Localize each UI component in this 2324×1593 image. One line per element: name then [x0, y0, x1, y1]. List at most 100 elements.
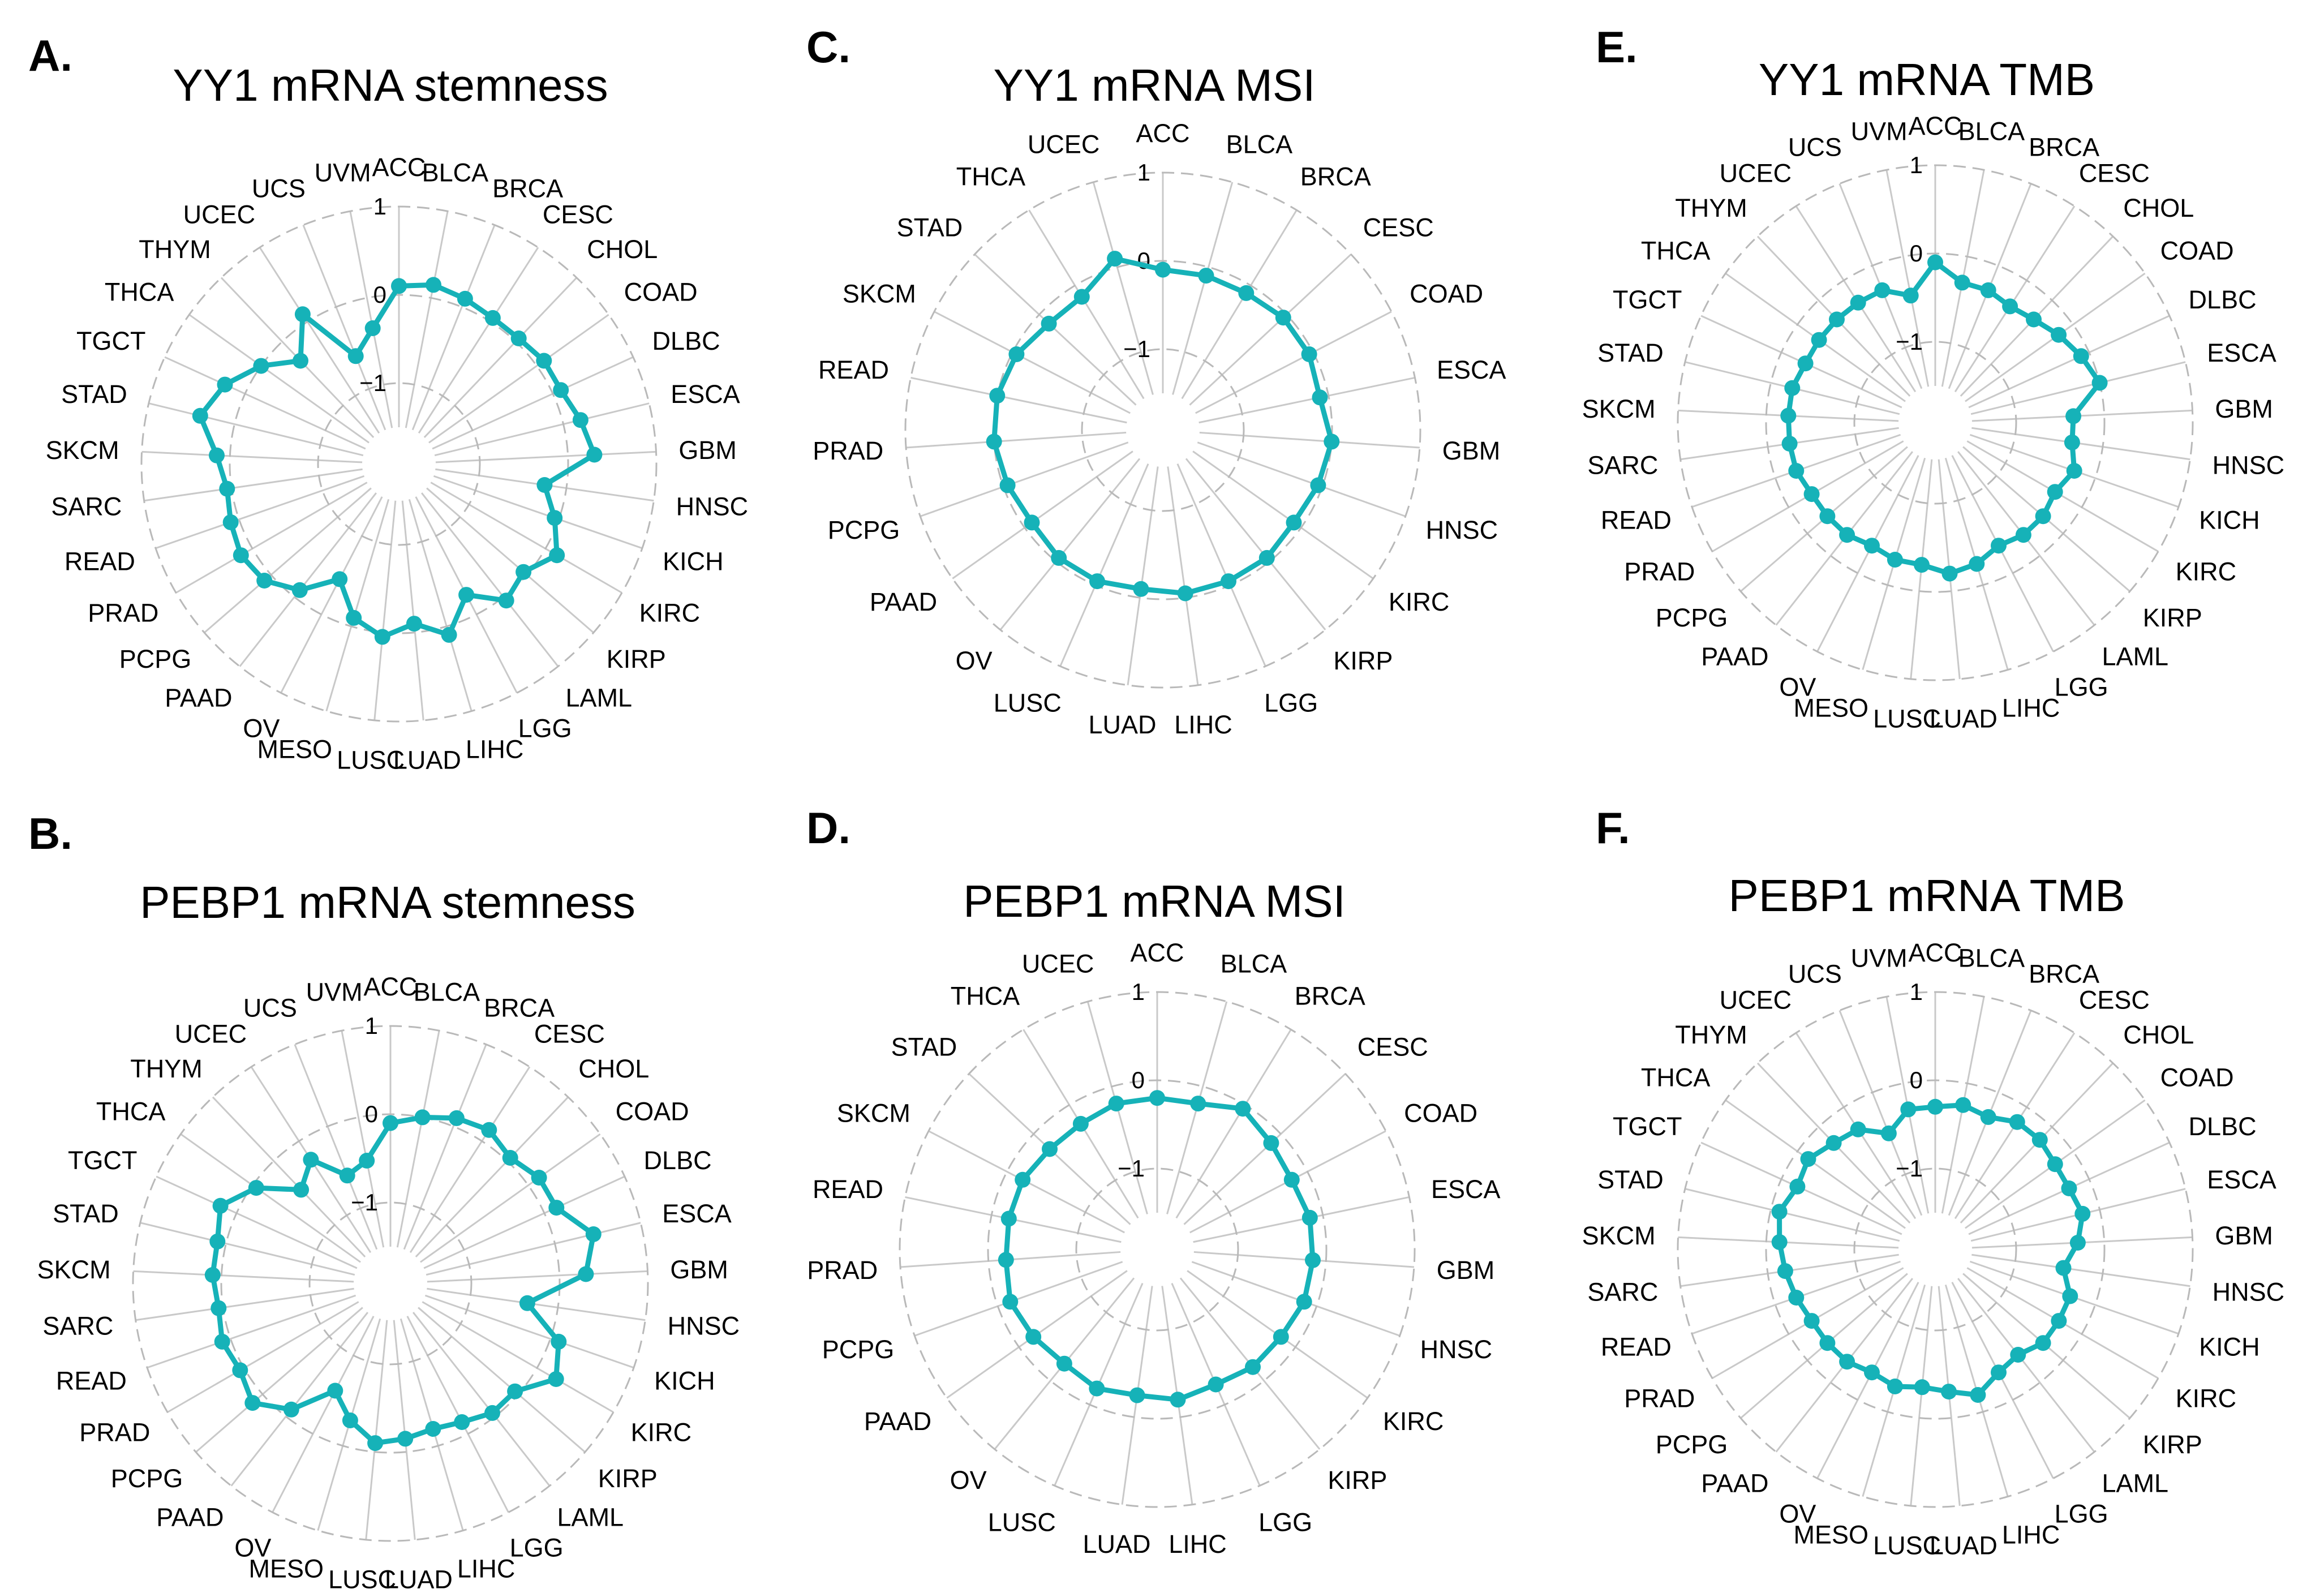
category-label: STAD: [1597, 1165, 1664, 1194]
category-label: COAD: [1410, 279, 1483, 308]
data-point: [2047, 1156, 2063, 1173]
category-label: UCS: [1788, 960, 1842, 989]
category-label: SARC: [1587, 451, 1658, 480]
data-point: [1991, 538, 2007, 554]
category-label: ESCA: [671, 380, 740, 409]
grid-ring: [899, 991, 1416, 1508]
spoke-line: [365, 1320, 388, 1540]
data-point: [1089, 1380, 1105, 1397]
category-label: LIHC: [1174, 710, 1232, 739]
radial-tick-label: −1: [351, 1189, 378, 1216]
category-label: TGCT: [1613, 1112, 1682, 1141]
spoke-line: [1191, 1261, 1401, 1337]
spoke-line: [421, 492, 559, 667]
data-point: [397, 1431, 414, 1447]
spoke-line: [1971, 427, 2190, 461]
category-label: KIRP: [607, 645, 666, 673]
category-label: LIHC: [2002, 694, 2060, 723]
category-label: KIRC: [2176, 557, 2237, 586]
category-label: CESC: [1358, 1033, 1428, 1062]
radial-tick-label: 1: [1132, 978, 1145, 1005]
category-label: PRAD: [88, 599, 158, 628]
data-point: [2047, 484, 2063, 500]
data-point: [233, 547, 249, 564]
spoke-line: [1678, 1236, 1899, 1249]
category-label: ESCA: [1437, 355, 1506, 384]
data-point: [347, 348, 364, 364]
category-label: STAD: [1597, 338, 1664, 367]
spoke-line: [426, 1222, 641, 1276]
spoke-line: [1816, 1282, 1919, 1479]
category-label: READ: [1601, 506, 1672, 535]
category-label: UCEC: [1022, 949, 1094, 978]
category-label: READ: [818, 355, 889, 384]
category-label: SARC: [51, 492, 122, 521]
category-label: THYM: [139, 235, 211, 264]
spoke-line: [1193, 1251, 1415, 1268]
category-label: PRAD: [813, 436, 883, 465]
panel-letter: D.: [806, 803, 850, 853]
category-label: COAD: [624, 277, 698, 306]
radar-panel: B. PEBP1 mRNA stemness 1 0 −1 ACCBLCABRCACESC…: [28, 809, 740, 1593]
category-label: PCPG: [1656, 1430, 1728, 1459]
grid-ring: [140, 205, 658, 723]
spoke-line: [294, 1044, 378, 1250]
series-line: [1777, 1102, 2085, 1398]
data-point: [1991, 1364, 2007, 1381]
category-label: ESCA: [2207, 338, 2276, 367]
category-label: LUSC: [328, 1565, 396, 1593]
spoke-line: [415, 1096, 569, 1257]
spoke-line: [1910, 1286, 1933, 1506]
category-label: KICH: [2199, 506, 2260, 535]
category-label: STAD: [53, 1199, 119, 1228]
category-label: SKCM: [37, 1255, 111, 1284]
data-point: [1073, 289, 1090, 305]
spoke-line: [422, 1301, 614, 1413]
category-label: DLBC: [2189, 285, 2257, 314]
data-point: [458, 587, 475, 603]
data-point: [986, 433, 1002, 450]
data-point: [548, 1200, 565, 1216]
data-point: [1900, 1101, 1917, 1118]
data-point: [244, 1395, 261, 1411]
category-label: UCEC: [1028, 130, 1100, 158]
category-label: KICH: [2199, 1333, 2260, 1362]
spoke-line: [405, 211, 449, 428]
category-label: LUSC: [988, 1508, 1056, 1537]
data-point: [1245, 1359, 1261, 1375]
data-point: [294, 306, 311, 323]
data-point: [1941, 565, 1958, 582]
category-label: LUAD: [1088, 710, 1156, 739]
category-label: BRCA: [492, 174, 563, 203]
radial-tick-label: −1: [1896, 1155, 1923, 1182]
data-point: [374, 629, 390, 645]
category-label: SARC: [42, 1312, 113, 1341]
category-label: LIHC: [457, 1555, 516, 1583]
category-label: COAD: [1404, 1098, 1477, 1127]
data-point: [1170, 1392, 1186, 1408]
data-point: [2009, 1114, 2025, 1130]
spoke-line: [934, 311, 1131, 414]
data-point: [2031, 1132, 2048, 1148]
data-point: [1312, 389, 1328, 406]
spoke-line: [1954, 205, 2076, 393]
data-point: [1969, 556, 1985, 572]
spoke-line: [135, 1287, 354, 1321]
spoke-line: [156, 1175, 358, 1269]
category-label: BLCA: [422, 158, 489, 187]
data-point: [1914, 1379, 1930, 1396]
data-point: [1042, 1141, 1058, 1157]
radar-panel: D. PEBP1 mRNA MSI 1 0 −1 ACC BLCA BRCA CESC COAD E…: [806, 803, 1501, 1558]
data-point: [248, 1180, 264, 1196]
series-line: [197, 282, 597, 639]
radial-tick-label: −1: [1118, 1155, 1145, 1182]
data-point: [256, 573, 273, 589]
category-label: SKCM: [1582, 1221, 1656, 1250]
category-label: GBM: [1437, 1256, 1495, 1285]
data-point: [1771, 1204, 1788, 1220]
data-point: [1041, 315, 1057, 332]
spoke-line: [302, 225, 386, 431]
radial-tick-label: 0: [365, 1101, 378, 1127]
